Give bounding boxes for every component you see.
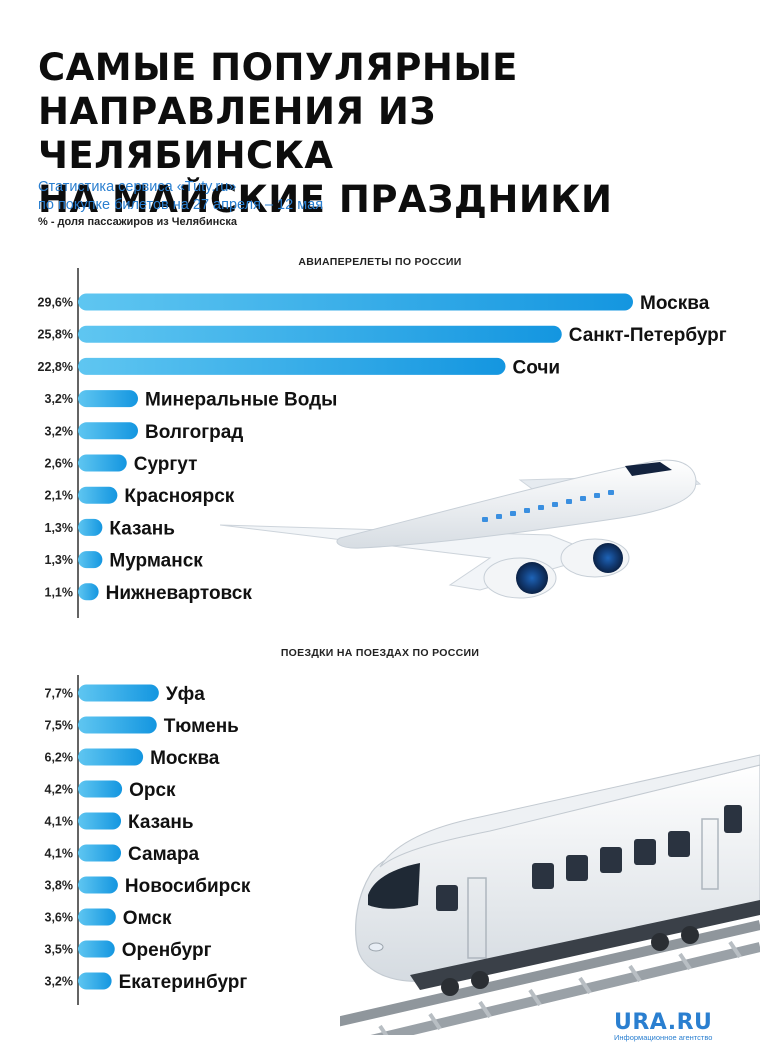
bar xyxy=(78,748,144,766)
category-label: Сочи xyxy=(513,357,561,378)
value-label: 3,5% xyxy=(45,943,74,957)
bar xyxy=(78,357,506,375)
value-label: 3,6% xyxy=(45,911,74,925)
category-label: Санкт-Петербург xyxy=(569,325,727,346)
category-label: Новосибирск xyxy=(125,876,251,897)
right-engine-fan xyxy=(593,543,623,573)
value-label: 2,6% xyxy=(45,457,74,471)
subtitle-line-2: по покупке билетов на 27 апреля – 12 мая xyxy=(38,197,324,213)
value-label: 4,1% xyxy=(45,847,74,861)
cabin-windows xyxy=(482,490,614,522)
bar xyxy=(78,812,122,830)
bar xyxy=(78,390,138,408)
train-windows xyxy=(436,805,742,911)
value-label: 7,7% xyxy=(45,687,74,701)
category-label: Сургут xyxy=(134,454,198,475)
category-label: Минеральные Воды xyxy=(145,390,337,411)
train-illustration xyxy=(340,754,760,1035)
category-label: Тюмень xyxy=(164,716,239,737)
category-label: Москва xyxy=(640,293,710,314)
brand-logo: URA.RU Информационное агентство xyxy=(614,1010,712,1042)
air-bar-chart: 29,6% Москва 25,8% Санкт-Петербург 22,8% Сочи… xyxy=(38,268,727,618)
bar xyxy=(78,780,123,798)
category-label: Уфа xyxy=(166,684,205,705)
category-label: Казань xyxy=(109,518,175,539)
bar xyxy=(78,422,138,440)
category-label: Самара xyxy=(128,844,199,865)
value-label: 6,2% xyxy=(45,751,74,765)
bar xyxy=(78,716,157,734)
value-label: 4,2% xyxy=(45,783,74,797)
bar xyxy=(78,486,118,504)
bar xyxy=(78,876,118,894)
train-wheels xyxy=(441,926,699,996)
category-label: Омск xyxy=(123,908,172,929)
airplane-illustration xyxy=(220,459,702,599)
category-label: Орск xyxy=(129,780,176,801)
bar xyxy=(78,684,159,702)
title-line-2: НАПРАВЛЕНИЯ ИЗ ЧЕЛЯБИНСКА xyxy=(38,90,437,177)
title-line-1: САМЫЕ ПОПУЛЯРНЫЕ xyxy=(38,46,518,89)
fuselage xyxy=(336,459,697,549)
rail-front xyxy=(370,942,760,1035)
value-label: 3,8% xyxy=(45,879,74,893)
value-label: 1,1% xyxy=(45,585,74,599)
bar xyxy=(78,518,103,536)
brand-name: URA.RU xyxy=(614,1010,713,1035)
train-roof xyxy=(379,754,760,868)
category-label: Волгоград xyxy=(145,422,243,443)
train-doors xyxy=(467,818,719,959)
title-line-3: НА МАЙСКИЕ ПРАЗДНИКИ xyxy=(38,178,613,221)
value-label: 4,1% xyxy=(45,815,74,829)
bar xyxy=(78,454,127,472)
value-label: 3,2% xyxy=(45,975,74,989)
cockpit-window xyxy=(625,462,672,476)
value-label: 25,8% xyxy=(38,328,73,342)
value-label: 3,2% xyxy=(45,424,74,438)
category-label: Красноярск xyxy=(124,486,234,507)
value-label: 1,3% xyxy=(45,521,74,535)
bar xyxy=(78,293,633,311)
category-label: Нижневартовск xyxy=(106,583,253,604)
bar xyxy=(78,583,99,601)
value-label: 22,8% xyxy=(38,360,73,374)
bar xyxy=(78,844,122,862)
category-label: Екатеринбург xyxy=(119,972,248,993)
bar xyxy=(78,908,116,926)
rail-back xyxy=(340,920,760,1027)
value-label: 2,1% xyxy=(45,489,74,503)
legend-note: % - доля пассажиров из Челябинска xyxy=(38,216,237,228)
value-label: 1,3% xyxy=(45,553,74,567)
value-label: 3,2% xyxy=(45,392,74,406)
category-label: Москва xyxy=(150,748,220,769)
subtitle-line-1: Статистика сервиса «Tuty.ru» xyxy=(38,179,237,195)
subtitle: Статистика сервиса «Tuty.ru» по покупке … xyxy=(38,178,323,214)
train-underframe xyxy=(410,900,760,990)
value-label: 29,6% xyxy=(38,296,73,310)
bar xyxy=(78,325,562,343)
bar xyxy=(78,940,115,958)
rail-bar-chart: 7,7% Уфа 7,5% Тюмень 6,2% Москва 4,2% Орск 4,1% К… xyxy=(45,675,251,1005)
page-title: САМЫЕ ПОПУЛЯРНЫЕ НАПРАВЛЕНИЯ ИЗ ЧЕЛЯБИНС… xyxy=(38,46,738,222)
brand-tagline: Информационное агентство xyxy=(614,1033,713,1042)
value-label: 7,5% xyxy=(45,719,74,733)
left-engine-fan xyxy=(516,562,548,594)
rail-sleepers xyxy=(378,940,742,1035)
bar xyxy=(78,551,103,569)
air-chart-title: АВИАПЕРЕЛЕТЫ ПО РОССИИ xyxy=(298,256,462,268)
category-label: Оренбург xyxy=(122,940,212,961)
bar xyxy=(78,972,112,990)
train-windshield xyxy=(368,863,420,909)
train-headlight xyxy=(368,942,384,952)
category-label: Мурманск xyxy=(109,551,203,572)
category-label: Казань xyxy=(128,812,194,833)
rail-chart-title: ПОЕЗДКИ НА ПОЕЗДАХ ПО РОССИИ xyxy=(280,647,480,659)
